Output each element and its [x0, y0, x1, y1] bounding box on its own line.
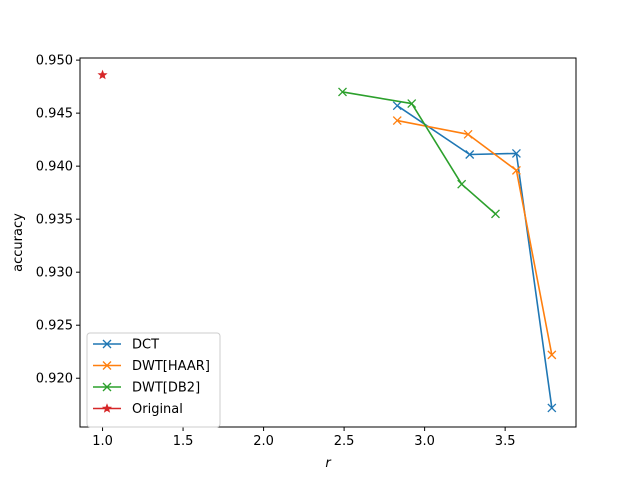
axes-frame [79, 57, 577, 428]
y-tick-label: 0.935 [36, 213, 73, 228]
data-point-dct [547, 403, 557, 413]
legend-swatch-marker [102, 339, 112, 349]
series-line-dwt-db2 [342, 91, 497, 215]
series-dwt-db2 [338, 87, 500, 219]
data-point-original [97, 69, 108, 80]
legend-label: DWT[HAAR] [132, 359, 210, 374]
y-tick-label: 0.940 [36, 160, 73, 175]
data-point-dwt-haar [547, 350, 557, 360]
y-tick-label: 0.930 [36, 266, 73, 281]
x-tick-label: 3.5 [495, 434, 516, 449]
data-point-dwt-db2 [457, 179, 467, 189]
legend-label: DCT [132, 338, 159, 353]
legend-box [86, 332, 221, 428]
ticks-layer: 1.0 1.5 2.0 2.5 3.0 3.5 0.920 0.925 0.930 0.935 0.… [36, 54, 516, 449]
data-point-dct [392, 101, 402, 111]
x-tick-label: 3.0 [414, 434, 435, 449]
data-point-dwt-db2 [491, 209, 500, 219]
legend-swatch-marker [102, 382, 112, 392]
y-tick-label: 0.950 [36, 54, 73, 69]
legend-item-dct: DCT [93, 338, 159, 353]
legend-label: Original [132, 402, 183, 417]
legend-item-original: Original [93, 402, 183, 417]
plot-layer [97, 69, 557, 413]
legend-label: DWT[DB2] [132, 381, 200, 396]
legend-swatch-marker [101, 403, 113, 413]
x-tick-label: 2.5 [334, 434, 355, 449]
data-point-dwt-db2 [407, 99, 417, 109]
y-tick-label: 0.945 [36, 107, 73, 122]
x-tick-label: 2.0 [253, 434, 274, 449]
series-line-dwt-haar [397, 119, 553, 356]
series-original [97, 69, 108, 80]
data-point-dct [465, 150, 475, 159]
y-tick-label: 0.920 [36, 372, 73, 387]
data-point-dwt-haar [511, 165, 521, 175]
legend-item-dwt-haar: DWT[HAAR] [93, 359, 210, 374]
legend-item-dwt-db2: DWT[DB2] [93, 381, 200, 396]
x-axis-label: r [325, 456, 332, 471]
data-point-dwt-db2 [338, 87, 347, 97]
series-dwt-haar [392, 116, 557, 360]
legend-swatch-marker [102, 361, 112, 370]
x-tick-label: 1.0 [92, 434, 113, 449]
y-tick-label: 0.925 [36, 319, 73, 334]
x-tick-label: 1.5 [173, 434, 194, 449]
y-axis-label: accuracy [11, 213, 26, 272]
data-point-dwt-haar [463, 129, 473, 139]
data-point-dwt-haar [392, 116, 402, 126]
legend: DCT DWT[HAAR] DWT[DB2] Original [86, 332, 221, 428]
data-point-dct [511, 148, 521, 158]
